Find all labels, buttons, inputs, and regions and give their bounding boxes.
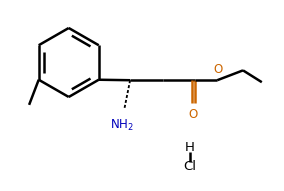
Text: NH$_2$: NH$_2$ [110, 118, 134, 133]
Text: O: O [189, 108, 198, 121]
Text: H: H [185, 141, 195, 154]
Text: O: O [214, 63, 223, 76]
Text: Cl: Cl [183, 160, 196, 173]
